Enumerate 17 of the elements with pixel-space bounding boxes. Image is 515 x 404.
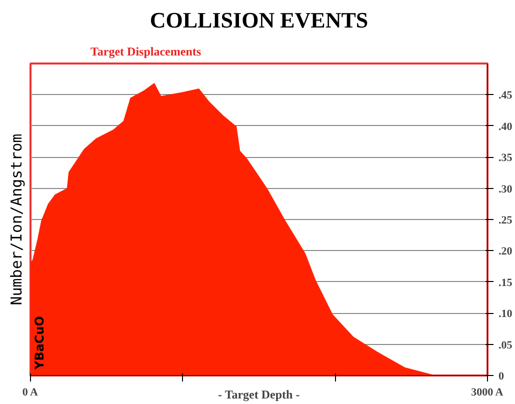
y-tick-label: .40 — [498, 120, 513, 133]
y-tick-label: .20 — [498, 246, 513, 258]
x-tick-label: 0 A — [22, 386, 38, 398]
x-tick-label: 3000 A — [471, 386, 504, 398]
y-axis-title: Number/Ion/Angstrom — [8, 134, 26, 306]
x-axis-title: - Target Depth - — [218, 388, 300, 402]
y-tick-label: 0 — [498, 370, 504, 382]
chart-title: COLLISION EVENTS — [150, 8, 368, 32]
y-tick-label: .15 — [498, 276, 513, 289]
y-tick-label: .25 — [498, 214, 513, 226]
y-tick-label: .10 — [498, 308, 513, 320]
annotation: YBaCuO — [32, 316, 46, 370]
y-tick-label: .35 — [498, 152, 513, 164]
y-tick-label: .05 — [498, 339, 513, 352]
y-tick-label: .30 — [498, 183, 513, 196]
chart-subtitle: Target Displacements — [90, 44, 202, 58]
y-tick-label: .45 — [498, 90, 513, 102]
